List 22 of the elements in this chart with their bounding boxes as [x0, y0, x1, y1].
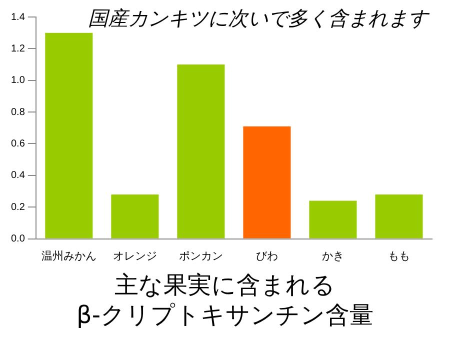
- y-tick-label: 1.4: [10, 12, 26, 23]
- y-tick-label: 0.8: [10, 106, 26, 118]
- y-tick-label: 1.0: [10, 75, 26, 86]
- x-tick-label: もも: [388, 249, 410, 262]
- bar: [309, 200, 357, 238]
- y-tick-label: 0.2: [10, 202, 26, 213]
- y-tick-label: 0.6: [10, 138, 26, 150]
- x-tick-label: かき: [322, 249, 344, 262]
- y-tick-label: 0.0: [10, 234, 26, 245]
- bar: [177, 64, 225, 238]
- y-tick-label: 0.4: [10, 170, 26, 182]
- text: 主な果実に含まれる β-クリプトキサンチン含量: [76, 270, 374, 330]
- x-tick-label: びわ: [256, 249, 278, 262]
- x-tick-label: 温州みかん: [41, 249, 96, 262]
- x-tick-label: ポンカン: [178, 249, 223, 262]
- annotation: 国産カンキツに次いで多く含まれます: [88, 6, 430, 30]
- bar: [375, 194, 423, 238]
- y-tick-label: 1.2: [10, 43, 26, 54]
- bar: [111, 194, 159, 238]
- x-tick-label: オレンジ: [112, 249, 157, 262]
- bar: [243, 126, 291, 238]
- bar: [45, 32, 93, 238]
